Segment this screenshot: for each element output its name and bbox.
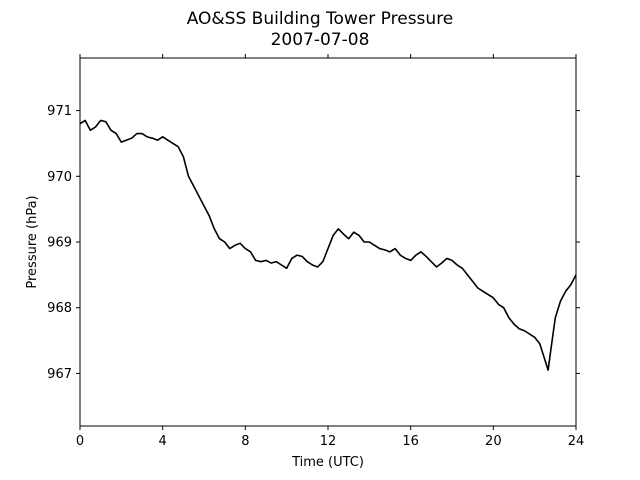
chart-title: AO&SS Building Tower Pressure [187, 9, 454, 29]
x-tick-label: 0 [76, 434, 84, 449]
y-tick-label: 971 [47, 104, 72, 119]
x-tick-label: 4 [159, 434, 167, 449]
x-axis-label: Time (UTC) [291, 455, 364, 470]
x-tick-label: 20 [485, 434, 502, 449]
x-tick-label: 12 [320, 434, 337, 449]
ticks-layer: 0 4 8 12 16 20 24 967 968 969 970 971 [47, 54, 584, 449]
plot-frame [79, 57, 577, 427]
series-line [79, 119, 577, 371]
y-tick-label: 969 [47, 236, 72, 251]
y-tick-label: 967 [47, 367, 72, 382]
x-tick-label: 24 [568, 434, 585, 449]
y-axis-label: Pressure (hPa) [25, 195, 40, 288]
chart-subtitle: 2007-07-08 [271, 30, 370, 50]
x-tick-label: 16 [402, 434, 419, 449]
y-tick-label: 968 [47, 301, 72, 316]
x-tick-label: 8 [241, 434, 249, 449]
y-tick-label: 970 [47, 170, 72, 185]
